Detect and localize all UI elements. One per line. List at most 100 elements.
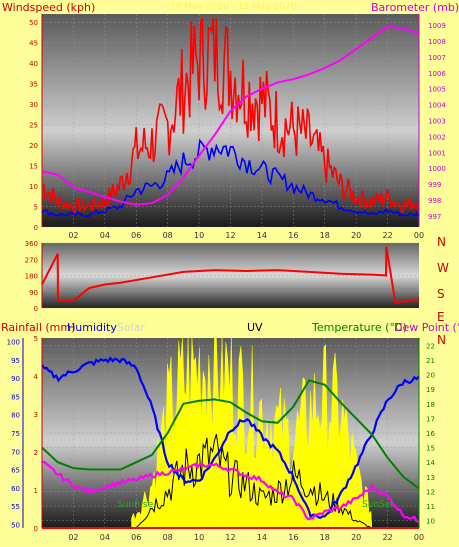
windspeed-axis-title: Windspeed (kph) [2, 1, 95, 14]
temperature-tick-label: 14 [426, 459, 435, 467]
barometer-axis-title: Barometer (mb) [371, 1, 459, 14]
wind-direction-line [41, 246, 420, 304]
x-tick-label: 02 [68, 231, 78, 240]
x-tick-label: 20 [351, 231, 361, 240]
humidity-tick-label: 85 [11, 393, 20, 401]
y-tick-label: 180 [25, 273, 38, 281]
y-tick-label: 10 [29, 183, 38, 191]
compass-label-w: W [437, 261, 449, 275]
x-tick-label: 10 [194, 533, 204, 542]
x-tick-label: 22 [382, 231, 392, 240]
humidity-tick-label: 80 [11, 412, 20, 420]
temperature-tick-label: 16 [426, 430, 435, 438]
date-range-title: 10 May 2020 - 11 May 2020 [170, 2, 297, 12]
y-tick-label: 5 [34, 204, 38, 212]
x-tick-label: 18 [320, 533, 330, 542]
x-tick-label: 06 [131, 533, 141, 542]
temperature-tick-label: 17 [426, 415, 435, 423]
temperature-tick-label: 10 [426, 518, 435, 526]
y2-tick-label: 998 [428, 197, 441, 205]
temperature-tick-label: 19 [426, 386, 435, 394]
uv-label: UV [247, 321, 263, 334]
rainfall-tick-label: 1 [34, 487, 38, 495]
compass-label-n: N [437, 235, 446, 249]
rainfall-tick-label: 3 [34, 411, 38, 419]
x-tick-label: 12 [225, 533, 235, 542]
temperature-tick-label: 20 [426, 372, 435, 380]
dew-point-line [41, 460, 420, 524]
temperature-tick-label: 22 [426, 342, 435, 350]
y2-tick-label: 1005 [428, 86, 446, 94]
compass-label-e: E [437, 310, 445, 324]
y-tick-label: 360 [25, 240, 38, 248]
x-tick-label: 04 [100, 231, 110, 240]
temperature-tick-label: 15 [426, 445, 435, 453]
humidity-line [41, 356, 420, 520]
humidity-tick-label: 55 [11, 503, 20, 511]
humidity-tick-label: 95 [11, 357, 20, 365]
temperature-axis-title: Temperature (°C) [311, 321, 407, 334]
temperature-tick-label: 11 [426, 503, 435, 511]
solar-label: Solar [117, 321, 146, 334]
windspeed-gust-line [41, 17, 419, 215]
temperature-line [41, 379, 420, 490]
x-tick-label: 00 [414, 533, 424, 542]
x-tick-label: 00 [414, 231, 424, 240]
y2-tick-label: 1001 [428, 149, 446, 157]
y2-tick-label: 1002 [428, 133, 446, 141]
y2-tick-label: 1007 [428, 54, 446, 62]
x-tick-label: 08 [163, 533, 173, 542]
dew-point-axis-title: Dew Point (°C) [394, 321, 459, 334]
x-tick-label: 16 [288, 231, 298, 240]
x-tick-label: 04 [100, 533, 110, 542]
humidity-axis-title: Humidity [67, 321, 117, 334]
y-tick-label: 30 [29, 101, 38, 109]
humidity-tick-label: 90 [11, 375, 20, 383]
x-tick-label: 08 [163, 231, 173, 240]
temperature-tick-label: 21 [426, 357, 435, 365]
y2-tick-label: 1006 [428, 70, 446, 78]
humidity-tick-label: 65 [11, 467, 20, 475]
humidity-tick-label: 75 [11, 430, 20, 438]
barometer-line [41, 25, 420, 206]
wind-average-line [41, 138, 420, 218]
y-tick-label: 25 [29, 122, 38, 130]
rainfall-axis-title: Rainfall (mm) [1, 321, 75, 334]
temperature-tick-label: 13 [426, 474, 435, 482]
x-tick-label: 20 [351, 533, 361, 542]
humidity-tick-label: 70 [11, 448, 20, 456]
rainfall-tick-label: 4 [34, 373, 39, 381]
y-tick-label: 90 [29, 289, 38, 297]
humidity-tick-label: 60 [11, 485, 20, 493]
y-tick-label: 35 [29, 81, 38, 89]
y2-tick-label: 1004 [428, 102, 446, 110]
rainfall-tick-label: 0 [34, 525, 38, 533]
x-tick-label: 22 [382, 533, 392, 542]
x-tick-label: 06 [131, 231, 141, 240]
y2-tick-label: 1000 [428, 165, 446, 173]
y2-tick-label: 1008 [428, 38, 446, 46]
y-tick-label: 270 [25, 256, 38, 264]
x-tick-label: 02 [68, 533, 78, 542]
y-tick-label: 0 [34, 224, 38, 232]
temperature-tick-label: 18 [426, 401, 435, 409]
sunset-label: SunSet [362, 500, 394, 510]
x-tick-label: 14 [257, 231, 267, 240]
temperature-tick-label: 12 [426, 488, 435, 496]
x-tick-label: 14 [257, 533, 267, 542]
compass-label-n: N [437, 333, 446, 347]
y2-tick-label: 999 [428, 181, 441, 189]
humidity-tick-label: 100 [7, 339, 20, 347]
sunrise-label: SunRise [117, 500, 154, 510]
y-tick-label: 15 [29, 163, 38, 171]
rainfall-tick-label: 5 [34, 335, 38, 343]
y-tick-label: 50 [29, 19, 38, 27]
y-tick-label: 40 [29, 60, 38, 68]
compass-label-s: S [437, 287, 445, 301]
x-tick-label: 10 [194, 231, 204, 240]
humidity-tick-label: 50 [11, 521, 20, 529]
y-tick-label: 45 [29, 40, 38, 48]
y2-tick-label: 1009 [428, 22, 446, 30]
x-tick-label: 18 [320, 231, 330, 240]
